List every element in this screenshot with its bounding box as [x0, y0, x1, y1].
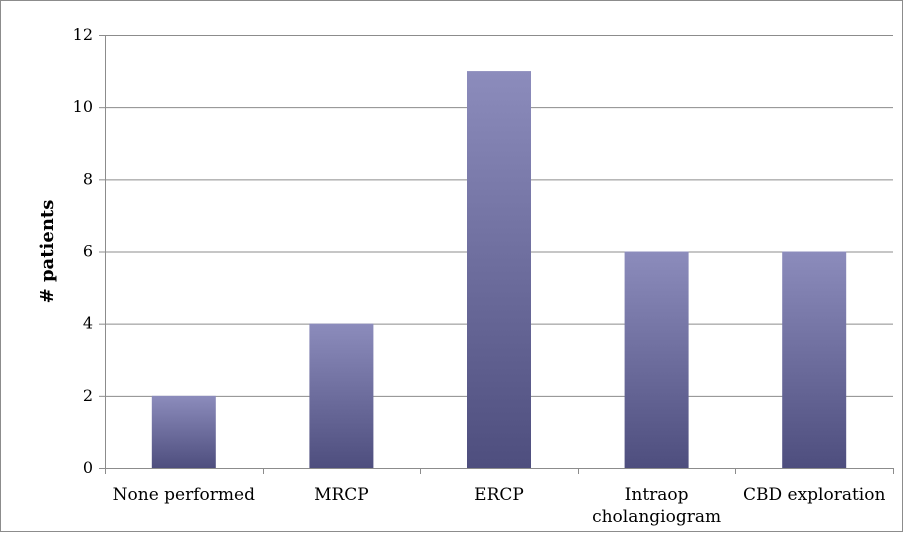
y-tick-label-12: 12 [73, 25, 93, 44]
x-category-label: None performed [113, 485, 255, 505]
bars [151, 71, 847, 468]
x-category-label: ERCP [474, 485, 524, 505]
y-tick-labels: 0 2 4 6 8 10 12 [73, 25, 93, 477]
y-tick-label-8: 8 [83, 169, 93, 188]
y-tick-label-10: 10 [73, 97, 93, 116]
bar-cbd-exploration [782, 251, 847, 468]
y-tick-label-6: 6 [83, 242, 93, 261]
y-tick-label-4: 4 [83, 314, 93, 333]
bar-ercp [467, 71, 531, 468]
axes [99, 35, 894, 474]
bar-intraop-cholangiogram [624, 251, 689, 468]
y-tick-label-2: 2 [83, 386, 93, 405]
x-category-labels: None performed MRCP ERCP Intraopcholangiogr… [113, 485, 886, 527]
x-category-label: CBD exploration [743, 485, 886, 505]
x-category-label: cholangiogram [592, 507, 721, 527]
y-axis-title: # patients [37, 200, 58, 304]
y-tick-label-0: 0 [83, 458, 93, 477]
x-category-label: Intraop [625, 485, 689, 505]
bar-none-performed [151, 395, 216, 468]
bar-mrcp [309, 323, 374, 468]
x-category-label: MRCP [314, 485, 369, 505]
